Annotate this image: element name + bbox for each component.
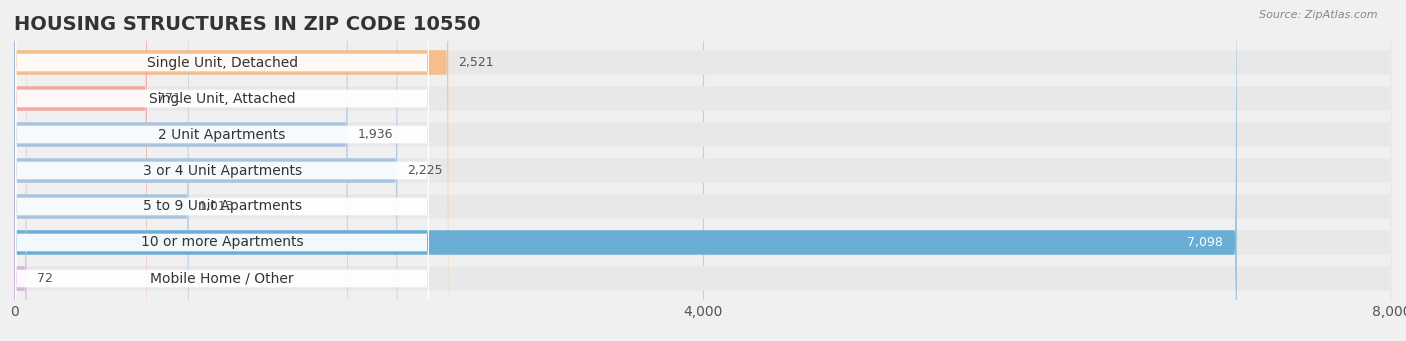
Text: 3 or 4 Unit Apartments: 3 or 4 Unit Apartments (142, 163, 302, 178)
FancyBboxPatch shape (14, 0, 1392, 341)
Text: 10 or more Apartments: 10 or more Apartments (141, 236, 304, 250)
FancyBboxPatch shape (14, 0, 449, 341)
Text: 1,936: 1,936 (359, 128, 394, 141)
Text: HOUSING STRUCTURES IN ZIP CODE 10550: HOUSING STRUCTURES IN ZIP CODE 10550 (14, 15, 481, 34)
FancyBboxPatch shape (14, 0, 188, 341)
FancyBboxPatch shape (15, 0, 429, 341)
Text: Single Unit, Detached: Single Unit, Detached (146, 56, 298, 70)
FancyBboxPatch shape (14, 0, 347, 341)
FancyBboxPatch shape (15, 0, 429, 341)
FancyBboxPatch shape (14, 0, 1237, 341)
Text: 2,521: 2,521 (458, 56, 495, 69)
FancyBboxPatch shape (14, 0, 1392, 341)
Text: 2 Unit Apartments: 2 Unit Apartments (159, 128, 285, 142)
Text: 771: 771 (157, 92, 181, 105)
FancyBboxPatch shape (14, 0, 1392, 341)
FancyBboxPatch shape (14, 0, 1392, 341)
FancyBboxPatch shape (14, 0, 1392, 341)
FancyBboxPatch shape (15, 0, 429, 341)
FancyBboxPatch shape (14, 0, 398, 341)
FancyBboxPatch shape (14, 0, 146, 341)
Text: Mobile Home / Other: Mobile Home / Other (150, 271, 294, 285)
Text: Source: ZipAtlas.com: Source: ZipAtlas.com (1260, 10, 1378, 20)
Text: Single Unit, Attached: Single Unit, Attached (149, 91, 295, 105)
FancyBboxPatch shape (14, 0, 1392, 341)
Text: 5 to 9 Unit Apartments: 5 to 9 Unit Apartments (142, 199, 302, 213)
Text: 7,098: 7,098 (1187, 236, 1223, 249)
Text: 72: 72 (37, 272, 52, 285)
FancyBboxPatch shape (15, 0, 429, 341)
FancyBboxPatch shape (14, 0, 1392, 341)
Text: 2,225: 2,225 (408, 164, 443, 177)
FancyBboxPatch shape (14, 0, 27, 341)
FancyBboxPatch shape (15, 0, 429, 341)
FancyBboxPatch shape (15, 0, 429, 341)
FancyBboxPatch shape (15, 0, 429, 341)
Text: 1,013: 1,013 (198, 200, 235, 213)
